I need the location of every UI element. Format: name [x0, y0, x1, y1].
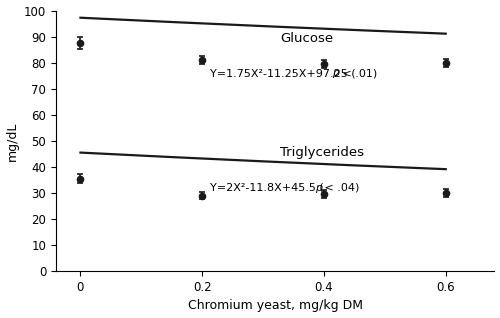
Text: < .01): < .01)	[339, 68, 377, 78]
Text: p: p	[315, 183, 322, 193]
Text: Triglycerides: Triglycerides	[280, 146, 364, 159]
Text: Y=2X²-11.8X+45.5 (: Y=2X²-11.8X+45.5 (	[210, 183, 324, 193]
X-axis label: Chromium yeast, mg/kg DM: Chromium yeast, mg/kg DM	[188, 300, 363, 313]
Text: Y=1.75X²-11.25X+97.25 (: Y=1.75X²-11.25X+97.25 (	[210, 68, 356, 78]
Text: p: p	[332, 68, 340, 78]
Y-axis label: mg/dL: mg/dL	[6, 121, 18, 161]
Text: < .04): < .04)	[321, 183, 360, 193]
Text: Glucose: Glucose	[280, 32, 333, 45]
